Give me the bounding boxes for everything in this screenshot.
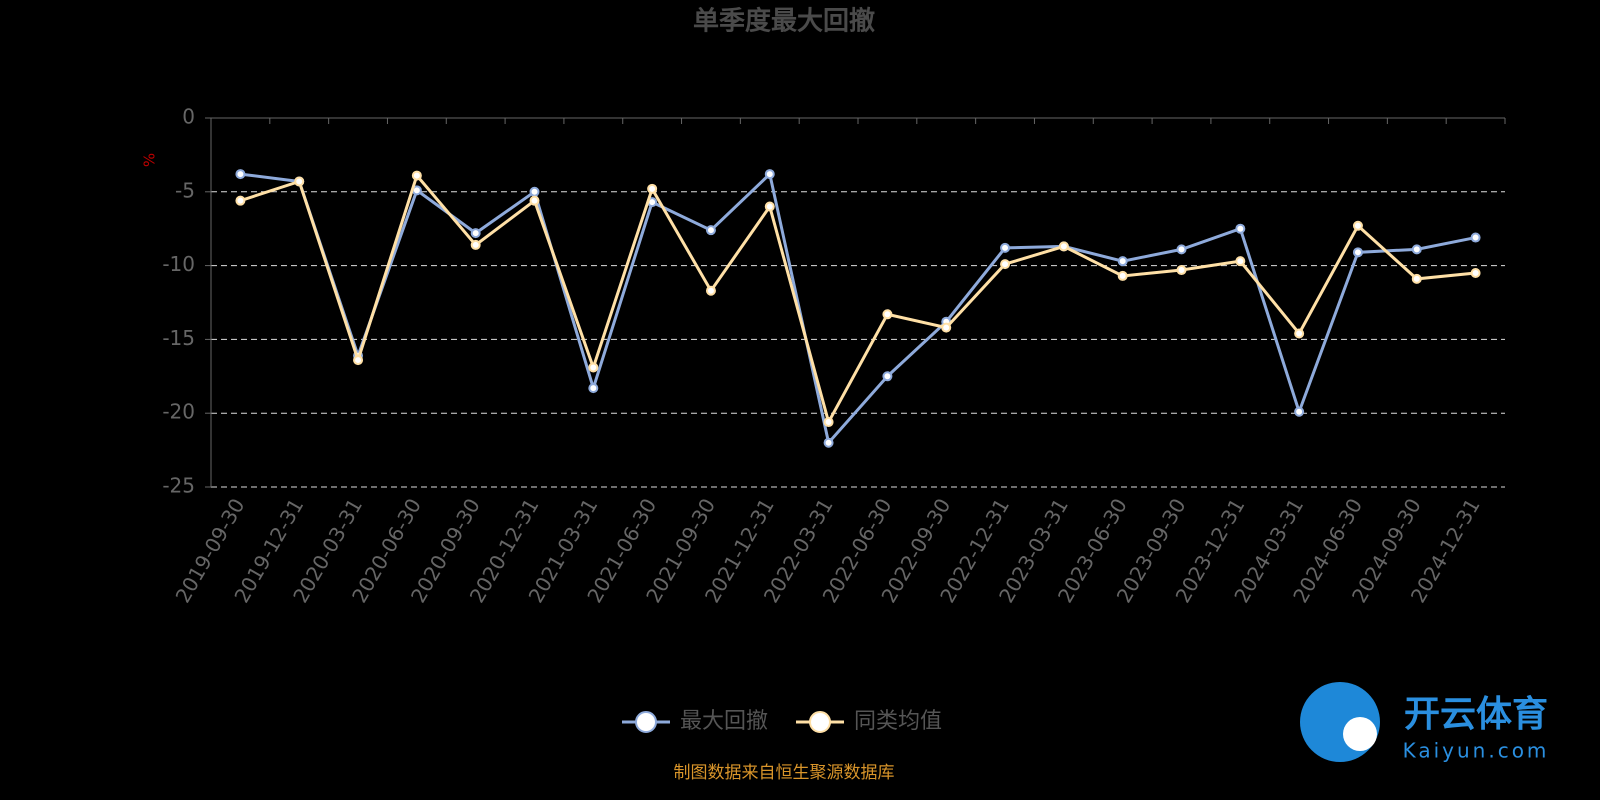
point xyxy=(1176,244,1187,255)
point xyxy=(353,355,364,366)
y-axis-label: % xyxy=(141,153,159,167)
y-tick-label: -15 xyxy=(162,326,195,350)
point xyxy=(705,225,716,236)
point xyxy=(764,169,775,180)
point xyxy=(1352,247,1363,258)
point xyxy=(1470,232,1481,243)
point xyxy=(1294,328,1305,339)
logo-ball xyxy=(1343,717,1377,751)
point xyxy=(1470,267,1481,278)
point xyxy=(588,362,599,373)
point xyxy=(647,183,658,194)
point xyxy=(411,170,422,181)
point xyxy=(1411,273,1422,284)
legend-label: 同类均值 xyxy=(854,709,942,734)
point xyxy=(1294,406,1305,417)
point xyxy=(529,195,540,206)
point xyxy=(941,322,952,333)
point xyxy=(235,195,246,206)
source-note: 制图数据来自恒生聚源数据库 xyxy=(674,763,895,783)
y-tick-label: -5 xyxy=(175,178,195,202)
point xyxy=(294,176,305,187)
watermark-brand: 开云体育 xyxy=(1404,694,1548,735)
watermark: 开云体育 Kaiyun.com xyxy=(1300,682,1550,763)
y-tick-label: 0 xyxy=(182,105,195,129)
point xyxy=(1235,223,1246,234)
series-line xyxy=(240,171,1476,446)
point xyxy=(823,437,834,448)
point xyxy=(1000,242,1011,253)
point xyxy=(1235,256,1246,267)
legend-marker xyxy=(635,711,657,733)
point xyxy=(764,201,775,212)
point xyxy=(529,186,540,197)
point xyxy=(1058,241,1069,252)
y-tick-label: -25 xyxy=(162,474,195,498)
y-tick-label: -10 xyxy=(162,252,195,276)
point xyxy=(1411,244,1422,255)
point xyxy=(470,228,481,239)
point xyxy=(1176,265,1187,276)
point xyxy=(1117,270,1128,281)
point xyxy=(235,169,246,180)
point xyxy=(1117,256,1128,267)
point xyxy=(1000,259,1011,270)
y-tick-label: -20 xyxy=(162,400,195,424)
chart-title: 单季度最大回撤 xyxy=(693,6,875,37)
point xyxy=(823,417,834,428)
point xyxy=(1352,220,1363,231)
point xyxy=(470,239,481,250)
point xyxy=(588,383,599,394)
point xyxy=(705,285,716,296)
series-line xyxy=(239,172,1476,427)
legend-label: 最大回撤 xyxy=(680,709,768,734)
legend-marker xyxy=(809,711,831,733)
point xyxy=(882,309,893,320)
point xyxy=(882,371,893,382)
watermark-site: Kaiyun.com xyxy=(1403,739,1550,763)
